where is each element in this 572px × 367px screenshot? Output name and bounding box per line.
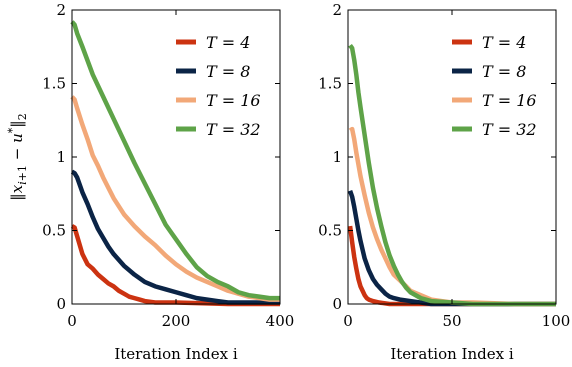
left-series-line-t4 (70, 224, 280, 307)
right-series-line-t8 (347, 190, 556, 307)
right-y-tick-label: 2 (332, 1, 342, 19)
right-legend-label: T = 32 (482, 120, 537, 139)
right-axes-box (347, 9, 557, 305)
right-x-tick-label: 50 (442, 312, 461, 330)
left-y-tick-label: 0.5 (42, 222, 66, 240)
right-x-tick-label: 0 (343, 312, 353, 330)
right-y-tick-label: 1.5 (318, 75, 342, 93)
left-x-tick-label: 200 (162, 312, 191, 330)
left-legend-label: T = 16 (206, 91, 261, 110)
left-ticks: 0 0.5 1 1.5 2 0 200 400 (42, 1, 294, 330)
right-y-tick-label: 0.5 (318, 222, 342, 240)
left-axes-box (71, 9, 281, 305)
left-legend-label: T = 4 (206, 33, 250, 52)
right-plot-lines (347, 43, 556, 307)
left-y-tick-label: 2 (56, 1, 66, 19)
left-x-axis-label: Iteration Index i (114, 345, 238, 363)
left-legend-label: T = 32 (206, 120, 261, 139)
right-x-axis-label: Iteration Index i (390, 345, 514, 363)
svg-text:‖xi+1 − u*‖2: ‖xi+1 − u*‖2 (6, 113, 29, 201)
left-legend-label: T = 8 (206, 62, 250, 81)
left-legend: T = 4 T = 8 T = 16 T = 32 (176, 33, 261, 139)
left-series-line-t32 (70, 20, 280, 301)
left-y-axis-label: ‖xi+1 − u*‖2 (6, 113, 29, 201)
right-y-tick-label: 0 (332, 295, 342, 313)
left-y-tick-label: 1 (56, 148, 66, 166)
right-series-line-t32 (348, 43, 556, 307)
left-series-line-t8 (70, 169, 280, 305)
right-series-line-t4 (347, 225, 556, 307)
left-x-tick-label: 400 (266, 312, 295, 330)
right-panel: 0 0.5 1 1.5 2 0 50 100 T = 4 T = 8 T = 16 T = 32 I… (318, 1, 570, 363)
right-x-tick-label: 100 (542, 312, 571, 330)
left-y-tick-label: 0 (56, 295, 66, 313)
right-legend-label: T = 16 (482, 91, 537, 110)
right-legend: T = 4 T = 8 T = 16 T = 32 (452, 33, 537, 139)
left-panel: 00.511.520 200 400 T = 4T = 8T = 16T = 32 … (6, 1, 294, 363)
left-y-tick-label: 1.5 (42, 75, 66, 93)
left-x-tick-label: 0 (67, 312, 77, 330)
right-legend-label: T = 8 (482, 62, 526, 81)
right-ticks: 0 0.5 1 1.5 2 0 50 100 (318, 1, 570, 330)
right-legend-label: T = 4 (482, 33, 526, 52)
right-y-tick-label: 1 (332, 148, 342, 166)
left-plot-lines (70, 20, 280, 307)
